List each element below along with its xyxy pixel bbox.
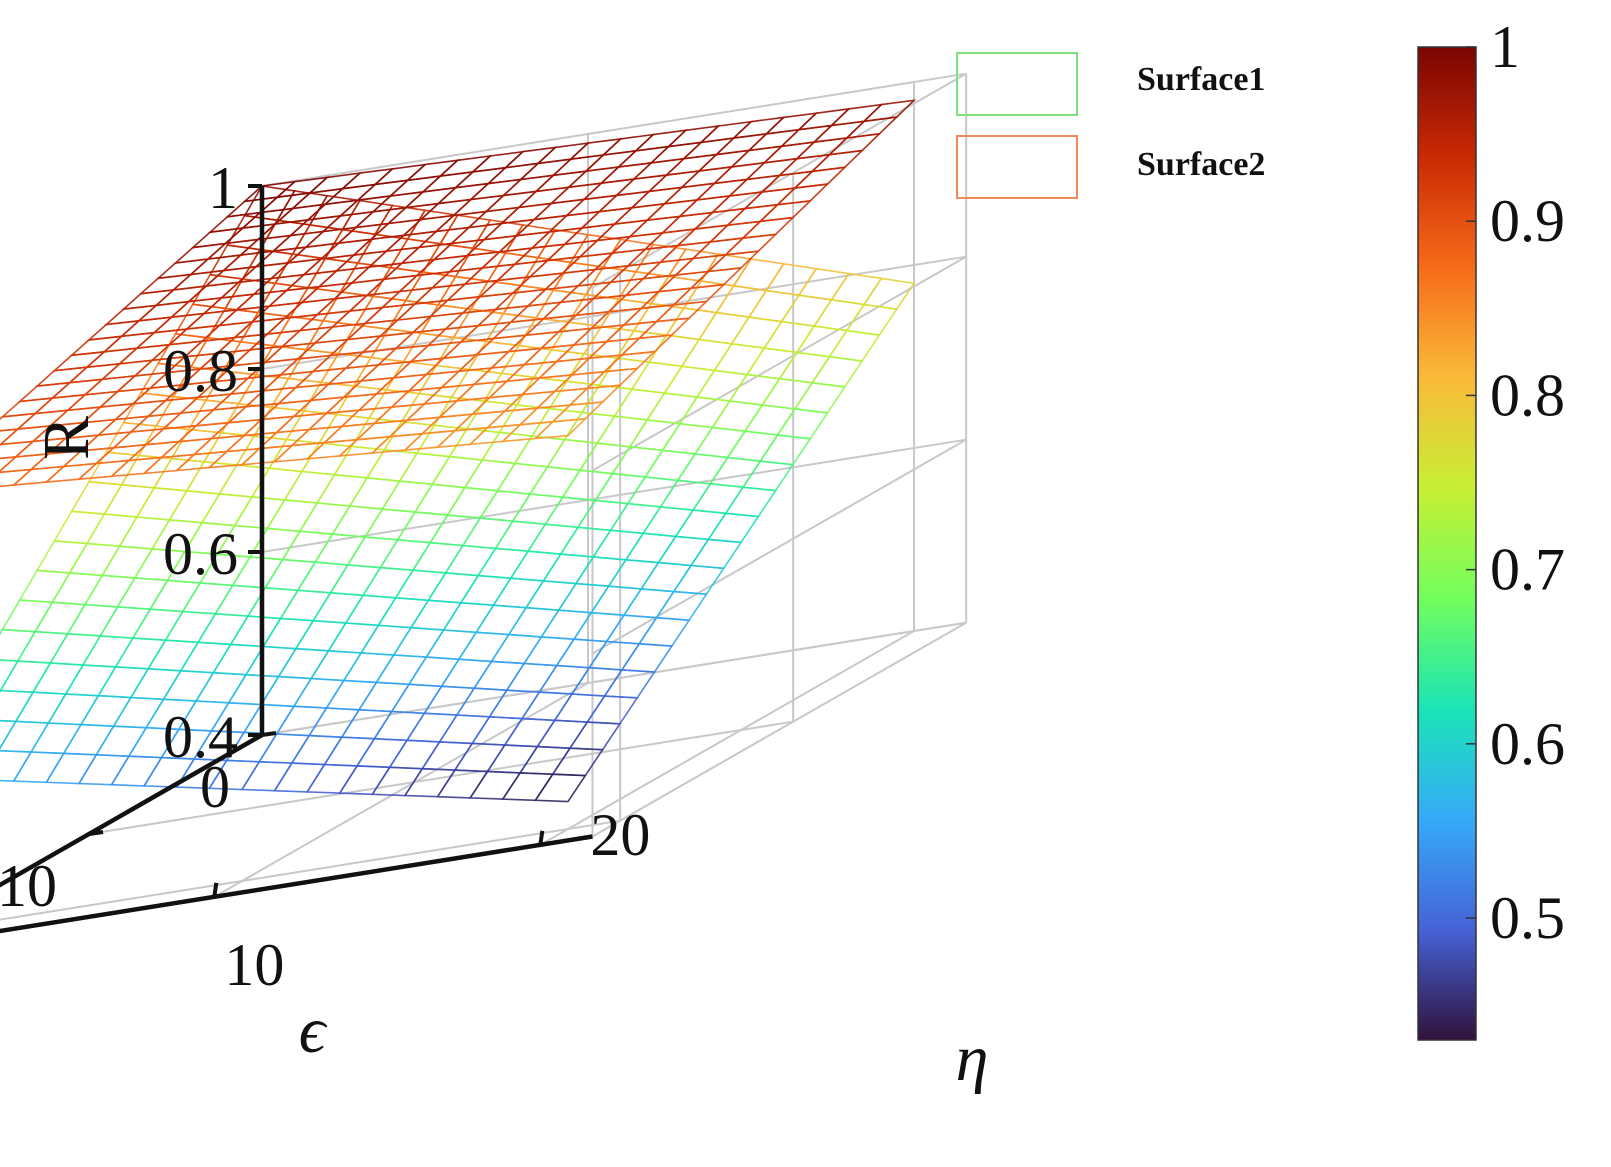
z-tick-label: 0.6: [163, 521, 238, 587]
colorbar-ticks: 0.5 0.6 0.7 0.8 0.9 1: [1466, 14, 1565, 951]
side-wall-gridline: [591, 621, 967, 838]
mesh-cell: [239, 444, 295, 466]
x-tick-label: 20: [590, 802, 650, 868]
surface2-mesh: [0, 99, 917, 488]
colorbar: 0.5 0.6 0.7 0.8 0.9 1: [1417, 14, 1565, 1041]
y-axis-label: ϵ: [299, 994, 328, 1067]
legend-label-surface2: Surface2: [1137, 146, 1265, 183]
z-tick-label: 0.4: [163, 704, 238, 770]
y-axis-line: [0, 733, 264, 888]
mesh-cell: [0, 628, 37, 662]
z-tick-label: 0.8: [163, 338, 238, 404]
side-wall-gridline: [591, 72, 967, 289]
mesh-cell: [793, 381, 847, 414]
mesh-cell: [585, 695, 639, 725]
side-wall-gridline: [591, 255, 967, 472]
x-tick-mark: [538, 830, 545, 846]
floor-gridline: [88, 720, 794, 835]
mesh-cell: [0, 455, 19, 473]
mesh-cell: [0, 689, 35, 723]
floor-gridline: [0, 819, 621, 921]
mesh-cell: [0, 719, 18, 750]
back-wall-gridline: [261, 438, 967, 553]
legend-swatch-surface1: [956, 52, 1078, 116]
mesh-cell: [0, 443, 3, 447]
mesh-cell: [533, 773, 587, 803]
mesh-cell: [207, 447, 262, 469]
mesh-cell: [828, 329, 881, 362]
y-tick-label: 0: [200, 754, 230, 820]
axes: [0, 186, 593, 934]
colorbar-tick-label: 0.9: [1490, 188, 1565, 254]
mesh-cell: [862, 277, 916, 311]
mesh-cell: [741, 460, 795, 492]
colorbar-ramp: [1417, 46, 1477, 1041]
z-tick-label: 1: [208, 155, 238, 221]
x-tick-mark: [212, 882, 219, 898]
back-wall-gridline: [261, 72, 967, 187]
y-tick-mark: [88, 830, 104, 836]
colorbar-tick-label: 0.7: [1490, 537, 1565, 603]
colorbar-tick-label: 0.8: [1490, 362, 1565, 428]
x-axis-line: [0, 834, 593, 934]
mesh-cell: [533, 417, 588, 440]
mesh-cell: [568, 721, 622, 751]
mesh-cell: [724, 486, 778, 518]
z-axis-label: R: [30, 416, 103, 460]
mesh-cell: [500, 420, 555, 443]
legend-label-surface1: Surface1: [1137, 61, 1265, 98]
mesh-cell: [689, 538, 743, 570]
colorbar-tick-label: 0.5: [1490, 885, 1565, 951]
x-axis-label: η: [956, 1022, 989, 1095]
mesh-cell: [44, 462, 99, 484]
x-tick-label: 10: [224, 932, 284, 998]
colorbar-tick-label: 1: [1490, 14, 1520, 80]
mesh-cell: [758, 434, 812, 466]
mesh-cell: [672, 564, 726, 596]
floor-gridline: [261, 621, 967, 736]
mesh-cell: [76, 459, 132, 481]
mesh-cell: [776, 408, 829, 440]
legend-swatch-surface2: [956, 135, 1078, 199]
colorbar-tick-label: 0.6: [1490, 711, 1565, 777]
mesh-cell: [845, 303, 899, 336]
axis-ticks: 0.40.60.810102001020: [0, 155, 650, 998]
floor-gridline: [539, 630, 915, 846]
legend: Surface1 Surface2: [956, 52, 1265, 199]
mesh-cell: [620, 642, 674, 673]
mesh-cell: [11, 465, 67, 487]
back-grid: [261, 72, 968, 838]
mesh-cell: [0, 689, 2, 693]
y-tick-label: 10: [0, 853, 57, 919]
mesh-cell: [402, 429, 458, 452]
mesh-cell: [655, 590, 708, 622]
mesh-cell: [0, 749, 33, 782]
mesh-cell: [810, 355, 864, 388]
mesh-cell: [109, 456, 164, 478]
mesh-cell: [706, 512, 760, 544]
y-tick-mark: [261, 731, 277, 737]
